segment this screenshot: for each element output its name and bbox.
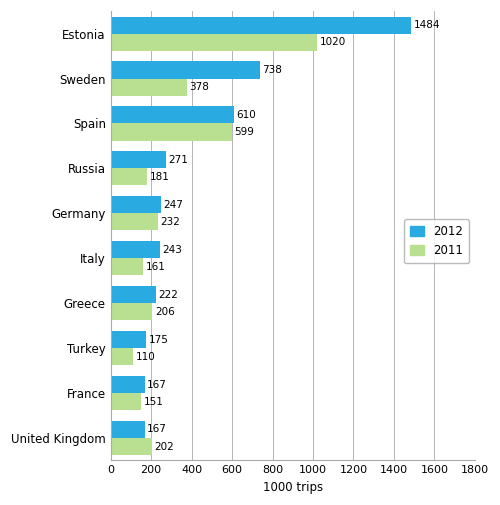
- Bar: [110, 303, 152, 320]
- Bar: [110, 107, 234, 123]
- Bar: [110, 213, 158, 230]
- Bar: [110, 421, 144, 438]
- Text: 222: 222: [158, 290, 178, 299]
- Bar: [110, 393, 142, 410]
- Bar: [110, 33, 317, 50]
- Text: 599: 599: [234, 127, 254, 137]
- Bar: [110, 196, 160, 213]
- Bar: [110, 241, 160, 258]
- Text: 161: 161: [146, 262, 166, 272]
- Text: 1484: 1484: [414, 20, 440, 30]
- Text: 167: 167: [147, 380, 167, 389]
- Bar: [110, 17, 411, 33]
- X-axis label: 1000 trips: 1000 trips: [262, 481, 323, 494]
- Bar: [110, 123, 232, 140]
- Bar: [110, 376, 144, 393]
- Text: 1020: 1020: [320, 37, 345, 47]
- Text: 206: 206: [155, 307, 174, 317]
- Text: 181: 181: [150, 172, 170, 182]
- Bar: [110, 286, 156, 303]
- Bar: [110, 78, 187, 95]
- Text: 247: 247: [163, 200, 183, 210]
- Text: 243: 243: [162, 245, 182, 255]
- Bar: [110, 438, 152, 455]
- Text: 378: 378: [190, 82, 210, 92]
- Text: 110: 110: [136, 351, 155, 362]
- Bar: [110, 168, 148, 185]
- Bar: [110, 331, 146, 348]
- Text: 151: 151: [144, 396, 164, 407]
- Text: 202: 202: [154, 441, 174, 451]
- Text: 610: 610: [236, 110, 256, 120]
- Text: 167: 167: [147, 425, 167, 434]
- Bar: [110, 348, 133, 365]
- Bar: [110, 258, 144, 275]
- Text: 175: 175: [148, 335, 169, 344]
- Bar: [110, 152, 166, 168]
- Text: 738: 738: [262, 65, 282, 75]
- Legend: 2012, 2011: 2012, 2011: [404, 219, 469, 263]
- Bar: [110, 62, 260, 78]
- Text: 232: 232: [160, 217, 180, 227]
- Text: 271: 271: [168, 155, 188, 165]
